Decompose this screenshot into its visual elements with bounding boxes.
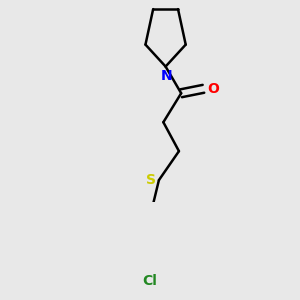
Text: S: S <box>146 173 156 187</box>
Text: N: N <box>161 69 172 83</box>
Text: Cl: Cl <box>142 274 158 288</box>
Text: O: O <box>207 82 219 96</box>
